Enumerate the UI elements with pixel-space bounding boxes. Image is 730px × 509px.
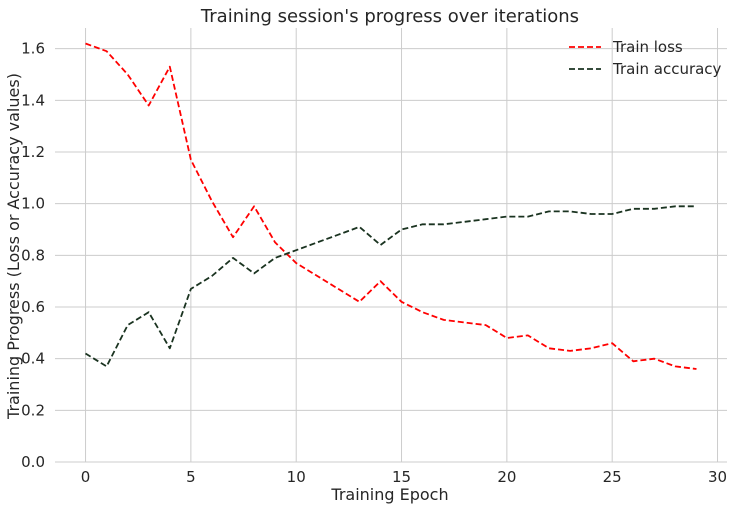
y-tick-label: 1.6 <box>21 40 45 58</box>
series-lines <box>85 42 697 370</box>
y-tick-label: 0.2 <box>21 401 45 419</box>
grid <box>55 28 727 463</box>
x-tick-label: 15 <box>392 468 411 486</box>
series-line-train-accuracy <box>85 205 697 368</box>
y-tick-label: 0.0 <box>21 453 45 471</box>
x-tick-label: 20 <box>497 468 516 486</box>
y-tick-label: 0.4 <box>21 350 45 368</box>
y-tick-label: 1.0 <box>21 195 45 213</box>
legend-label: Train accuracy <box>612 60 722 78</box>
series-line-train-loss <box>85 42 697 370</box>
x-tick-label: 0 <box>81 468 91 486</box>
x-tick-label: 10 <box>287 468 306 486</box>
legend: Train loss Train accuracy <box>569 38 722 78</box>
x-tick-label: 5 <box>186 468 196 486</box>
legend-label: Train loss <box>612 38 683 56</box>
chart-title: Training session's progress over iterati… <box>200 6 579 27</box>
y-tick-label: 0.8 <box>21 246 45 264</box>
y-tick-label: 0.6 <box>21 298 45 316</box>
x-axis-label: Training Epoch <box>330 485 448 504</box>
y-tick-label: 1.2 <box>21 143 45 161</box>
y-tick-label: 1.4 <box>21 91 45 109</box>
y-axis-label: Training Progress (Loss or Accuracy valu… <box>4 73 23 420</box>
x-tick-label: 25 <box>603 468 622 486</box>
axis-ticks: 0 5 10 15 20 25 30 0.0 0.2 0.4 0.6 0.8 1.0 1.2 1.4 1.6 <box>21 40 727 486</box>
x-tick-label: 30 <box>708 468 727 486</box>
